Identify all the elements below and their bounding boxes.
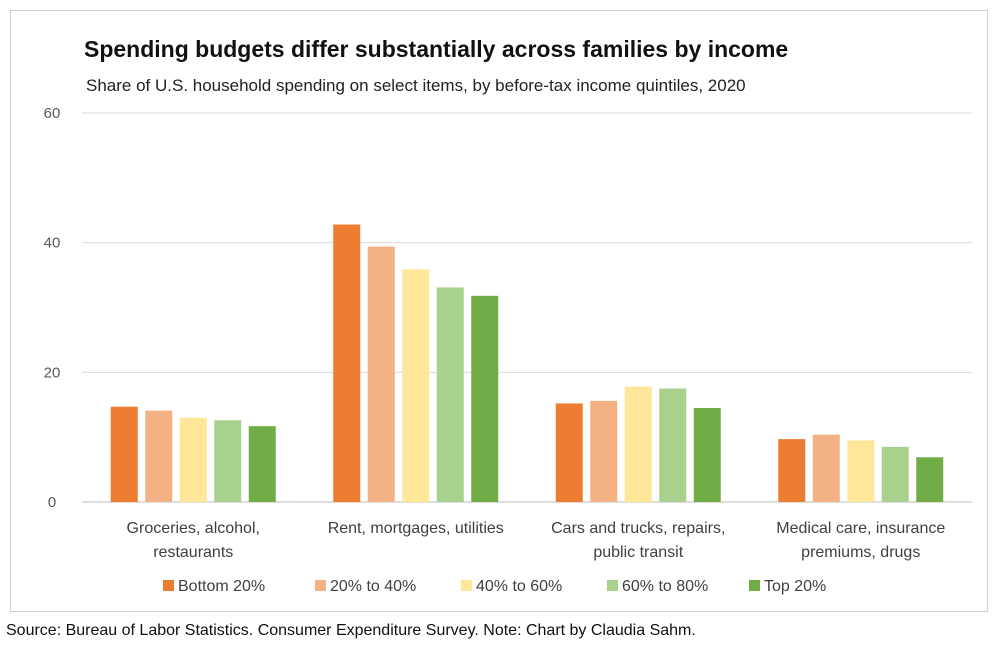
legend-label: Top 20%: [764, 578, 826, 595]
source-note: Source: Bureau of Labor Statistics. Cons…: [6, 622, 696, 639]
x-category-label: public transit: [593, 544, 683, 561]
legend-swatch: [315, 580, 326, 591]
chart-frame: [10, 10, 988, 612]
chart-title: Spending budgets differ substantially ac…: [84, 36, 789, 62]
y-axis-ticks: 0 20 40 60: [44, 105, 61, 511]
legend-label: 60% to 80%: [622, 578, 708, 595]
bar: [367, 246, 395, 502]
bar: [659, 388, 687, 502]
y-tick-label: 40: [44, 235, 61, 252]
x-category-label: Medical care, insurance: [776, 520, 945, 537]
legend-swatch: [461, 580, 472, 591]
legend-swatch: [607, 580, 618, 591]
bars: [110, 224, 944, 502]
y-tick-label: 0: [48, 494, 56, 511]
bar: [916, 457, 944, 502]
bar: [555, 403, 583, 502]
x-category-label: premiums, drugs: [801, 544, 920, 561]
bar: [402, 269, 430, 502]
x-category-label: restaurants: [153, 544, 233, 561]
y-tick-label: 20: [44, 364, 61, 381]
bar: [778, 439, 806, 502]
y-tick-label: 60: [44, 105, 61, 122]
bar: [847, 440, 875, 502]
x-category-label: Groceries, alcohol,: [127, 520, 260, 537]
bar: [812, 434, 840, 502]
bar: [881, 446, 909, 502]
legend-label: 40% to 60%: [476, 578, 562, 595]
legend-label: Bottom 20%: [178, 578, 265, 595]
bar: [248, 426, 276, 502]
bar: [590, 400, 618, 502]
legend: Bottom 20% 20% to 40% 40% to 60% 60% to 80%…: [163, 578, 826, 595]
bar: [110, 406, 138, 502]
bar: [145, 410, 173, 502]
bar: [693, 407, 721, 502]
bar: [333, 224, 361, 502]
legend-swatch: [163, 580, 174, 591]
bar: [624, 386, 652, 502]
legend-label: 20% to 40%: [330, 578, 416, 595]
bar: [214, 420, 242, 502]
bar: [471, 295, 499, 502]
chart-subtitle: Share of U.S. household spending on sele…: [86, 76, 746, 95]
bar: [436, 287, 464, 502]
x-category-label: Cars and trucks, repairs,: [551, 520, 725, 537]
x-axis-labels: Groceries, alcohol, restaurants Rent, mort…: [127, 520, 946, 561]
x-category-label: Rent, mortgages, utilities: [328, 520, 504, 537]
legend-swatch: [749, 580, 760, 591]
bar: [179, 417, 207, 502]
